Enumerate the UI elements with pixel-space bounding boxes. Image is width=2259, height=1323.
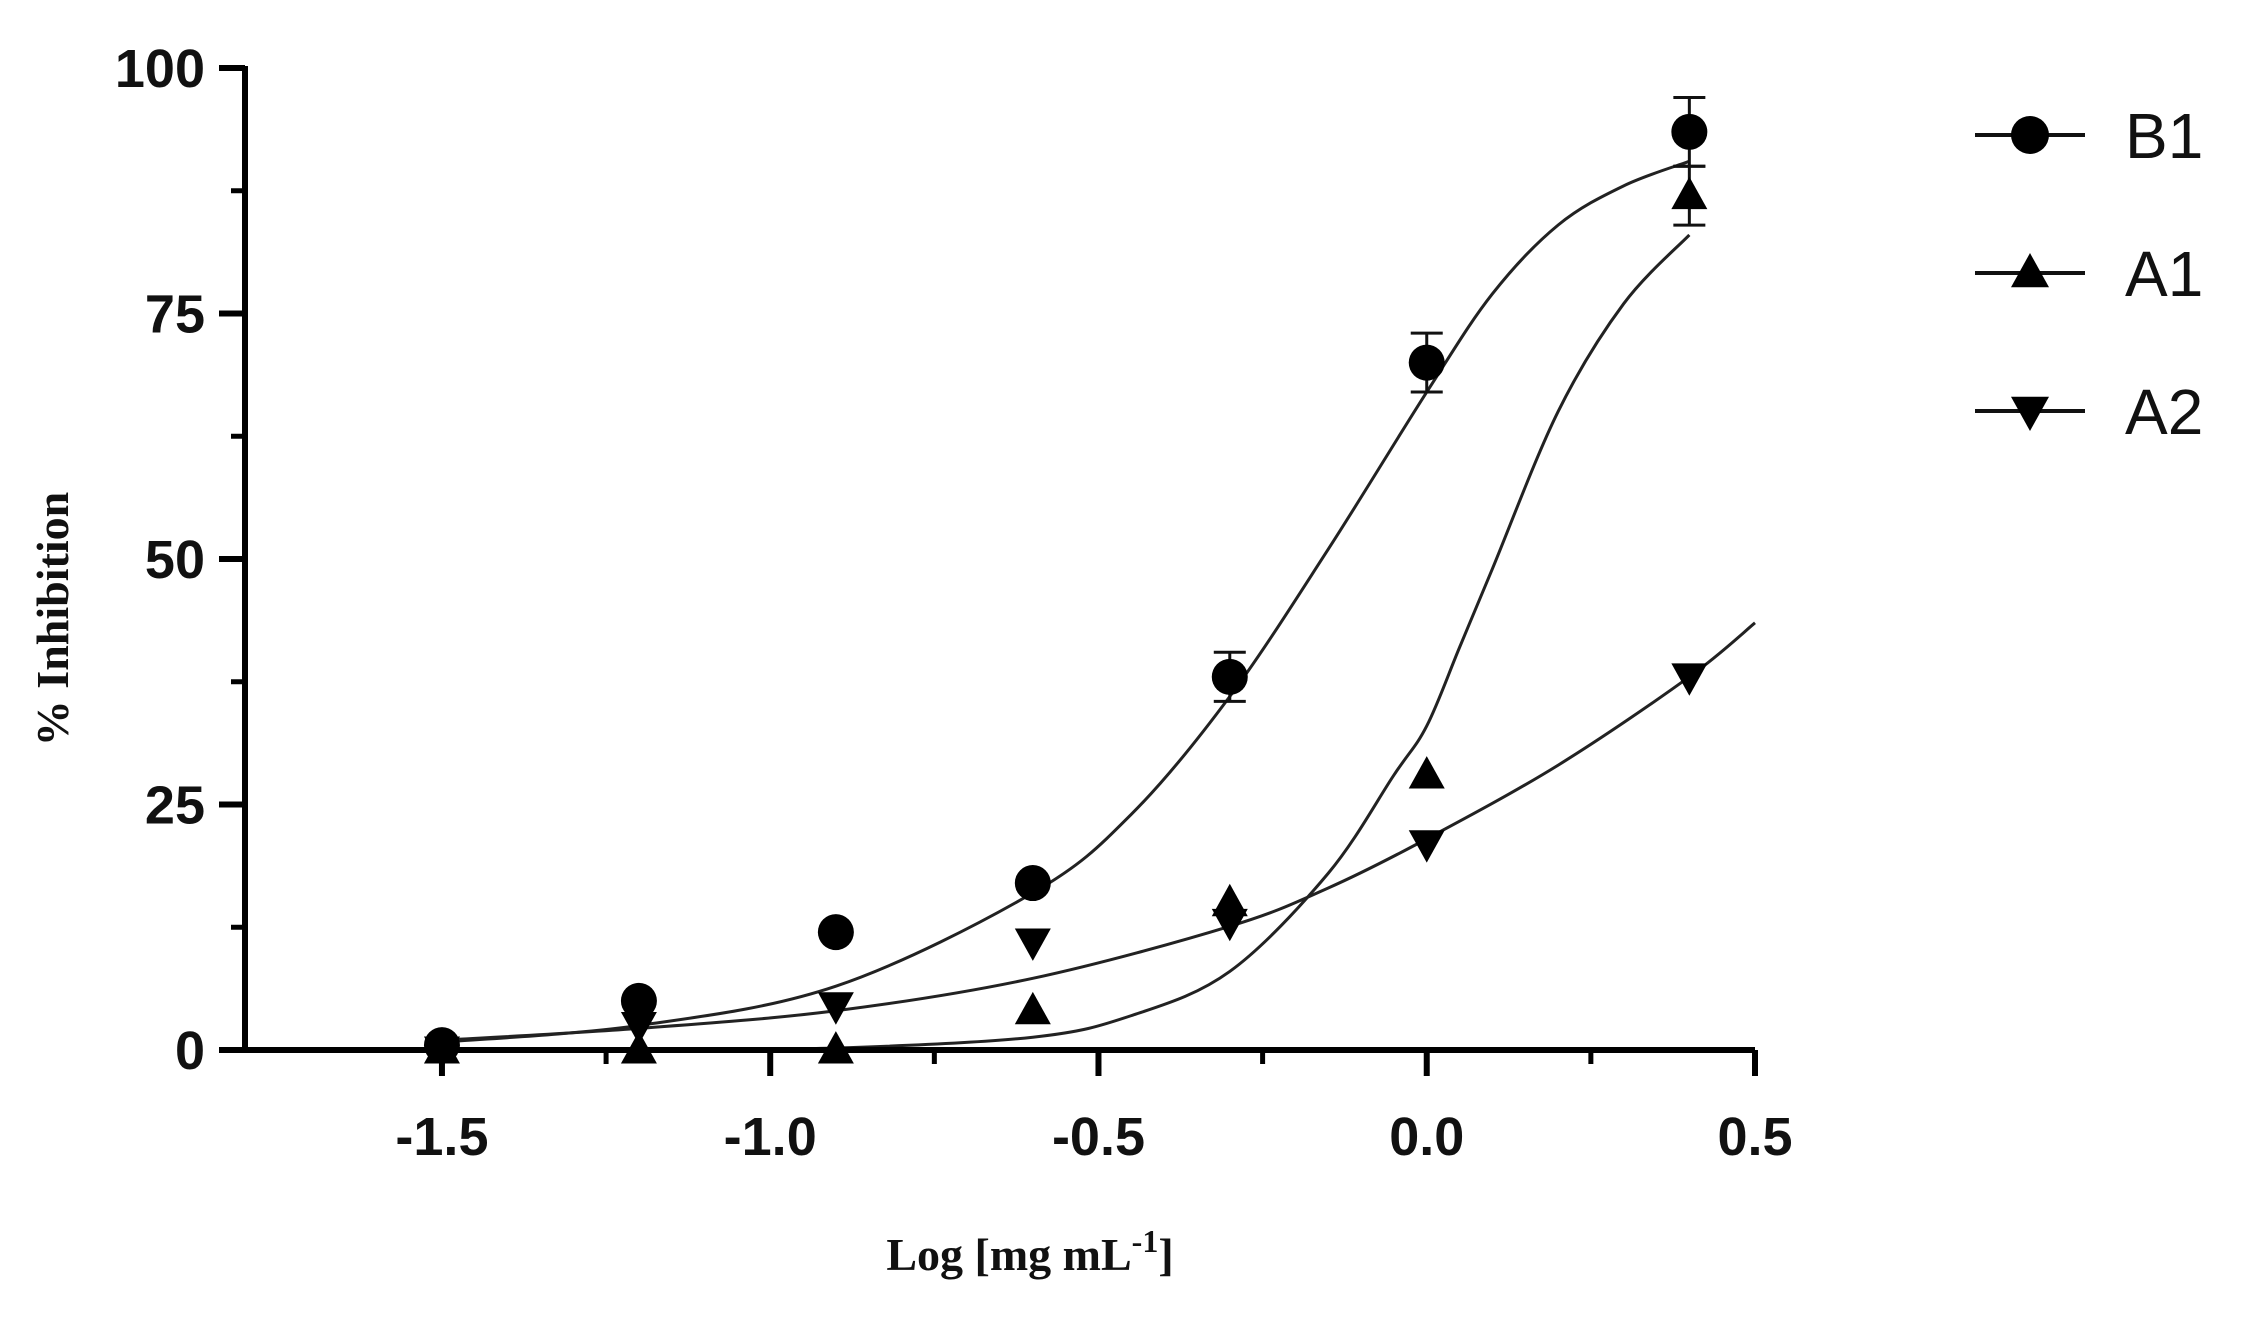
legend: B1 A1 A2 — [1975, 100, 2203, 448]
y-tick-label: 100 — [115, 39, 205, 99]
point-b1 — [1408, 344, 1445, 381]
point-a1 — [1014, 991, 1051, 1025]
legend-label: B1 — [2125, 100, 2203, 172]
x-axis-title-text: Log [mg mL — [886, 1229, 1131, 1280]
fit-curve-b1 — [441, 159, 1690, 1044]
fit-curve-a2 — [441, 621, 1756, 1042]
point-a2 — [1408, 830, 1445, 863]
fit-curves — [441, 159, 1756, 1052]
point-a2 — [1211, 908, 1248, 942]
data-markers — [423, 113, 1708, 1069]
point-a1 — [1408, 756, 1445, 789]
point-b1 — [1671, 113, 1708, 150]
y-axis-title: % Inhibition — [27, 492, 78, 746]
x-tick-label: -0.5 — [1052, 1107, 1145, 1167]
legend-item-a1: A1 — [1975, 238, 2203, 310]
point-a1 — [1671, 176, 1708, 210]
point-a1 — [1211, 883, 1248, 917]
point-b1 — [817, 914, 854, 951]
point-a2 — [1014, 928, 1051, 961]
legend-marker-triangle-up — [2011, 253, 2049, 288]
point-a2 — [1671, 663, 1708, 696]
x-tick-label: 0.0 — [1389, 1107, 1464, 1167]
point-a2 — [620, 1011, 657, 1045]
x-axis-title-superscript: -1 — [1132, 1223, 1159, 1259]
legend-label: A2 — [2125, 376, 2203, 448]
point-b1 — [1014, 865, 1051, 902]
fit-curve-a1 — [441, 233, 1691, 1052]
legend-label: A1 — [2125, 238, 2203, 310]
y-tick-label: 75 — [145, 285, 205, 345]
y-tick-label: 50 — [145, 530, 205, 590]
y-tick-label: 0 — [175, 1021, 205, 1081]
x-tick-label: -1.0 — [724, 1107, 817, 1167]
x-axis-title: Log [mg mL-1] — [886, 1223, 1173, 1280]
y-tick-label: 25 — [145, 776, 205, 836]
legend-item-b1: B1 — [1975, 100, 2203, 172]
point-b1 — [1211, 658, 1248, 695]
x-tick-label: 0.5 — [1717, 1107, 1792, 1167]
error-bars — [1213, 95, 1706, 703]
legend-marker-triangle-down — [2011, 396, 2049, 431]
legend-item-a2: A2 — [1975, 376, 2203, 448]
point-b1 — [620, 982, 657, 1019]
x-axis-title-suffix: ] — [1158, 1229, 1173, 1280]
axes: 0 25 50 75 100 -1.5 -1.0 -0.5 0.0 0.5 Log [mg mL-1… — [27, 39, 1793, 1280]
x-tick-label: -1.5 — [395, 1107, 488, 1167]
legend-marker-circle — [2011, 116, 2049, 154]
point-a2 — [817, 992, 854, 1025]
